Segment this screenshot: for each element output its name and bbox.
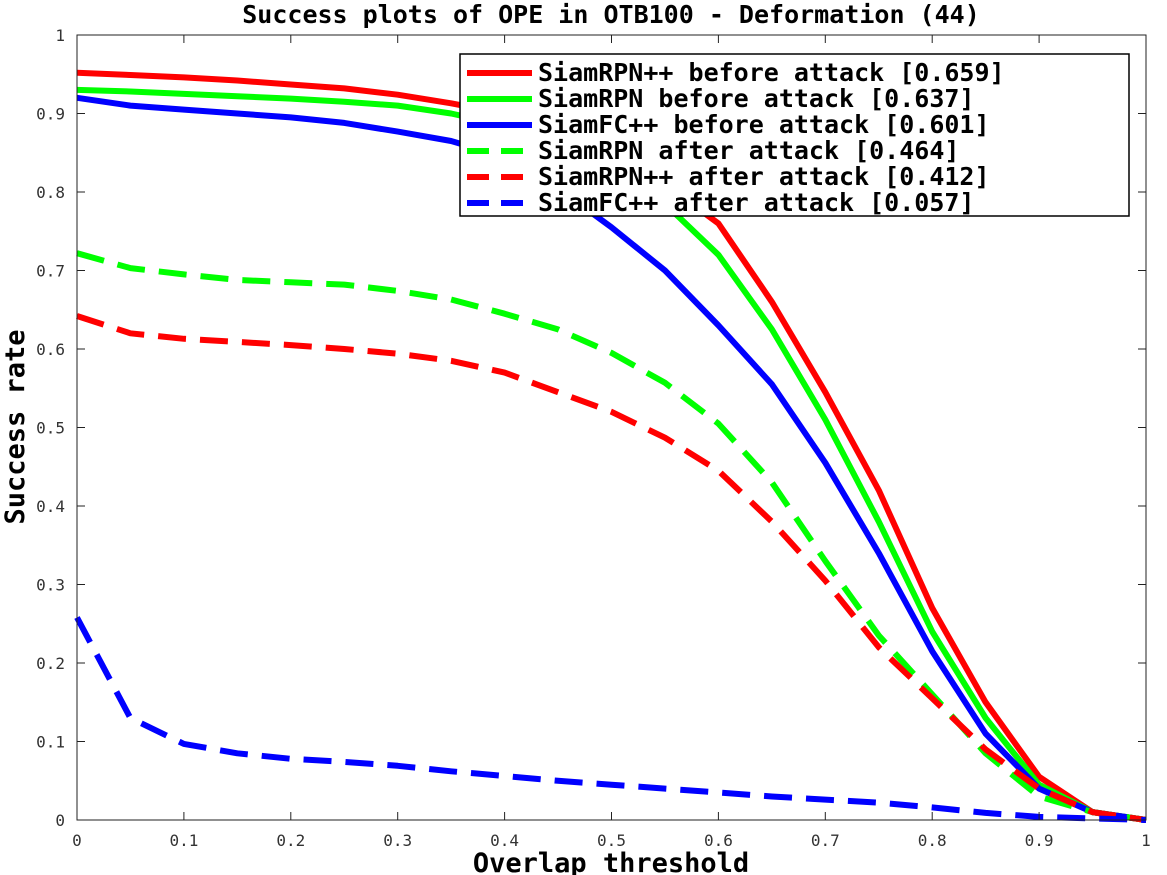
tick-layer: 0 0.1 0.2 0.3 0.4 0.5 0.6 0.7 0.8 0.9 1 0 0.1 0.2 0.3 0…: [36, 26, 1151, 850]
y-tick-label: 0.8: [36, 183, 65, 202]
x-tick-label: 0.7: [811, 831, 840, 850]
y-tick-label: 0.7: [36, 262, 65, 281]
series-line-5: [76, 313, 1147, 823]
x-tick-label: 0.6: [704, 831, 733, 850]
y-tick-label: 0.2: [36, 654, 65, 673]
y-tick-label: 1: [55, 26, 65, 45]
x-tick-label: 0: [72, 831, 82, 850]
x-tick-label: 0.8: [918, 831, 947, 850]
x-tick-label: 0.9: [1025, 831, 1054, 850]
y-tick-label: 0.4: [36, 497, 65, 516]
legend-items: SiamRPN++ before attack [0.659]SiamRPN b…: [467, 58, 1005, 217]
x-tick-label: 0.3: [383, 831, 412, 850]
legend-entry-label: SiamRPN++ after attack [0.412]: [538, 162, 990, 191]
y-tick-label: 0.5: [36, 419, 65, 438]
y-axis-label: Success rate: [0, 329, 31, 524]
y-tick-label: 0: [55, 811, 65, 830]
x-tick-label: 0.5: [597, 831, 626, 850]
x-tick-label: 1: [1141, 831, 1151, 850]
legend-entry-label: SiamFC++ after attack [0.057]: [538, 188, 975, 217]
series-line-3: [76, 94, 1147, 823]
y-tick-label: 0.3: [36, 576, 65, 595]
y-tick-label: 0.6: [36, 340, 65, 359]
legend-entry-label: SiamRPN before attack [0.637]: [538, 84, 975, 113]
legend-entry-label: SiamRPN++ before attack [0.659]: [538, 58, 1005, 87]
x-tick-label: 0.1: [169, 831, 198, 850]
series-line-6: [74, 616, 1147, 823]
legend-entry-label: SiamFC++ before attack [0.601]: [538, 110, 990, 139]
plot-frame: [76, 34, 1147, 821]
legend-entry-label: SiamRPN after attack [0.464]: [538, 136, 959, 165]
y-tick-label: 0.1: [36, 733, 65, 752]
x-tick-label: 0.4: [490, 831, 519, 850]
x-axis-label: Overlap threshold: [473, 848, 749, 875]
x-tick-label: 0.2: [276, 831, 305, 850]
legend-box: [459, 53, 1130, 217]
y-tick-label: 0.9: [36, 105, 65, 124]
legend: SiamRPN++ before attack [0.659]SiamRPN b…: [459, 53, 1130, 217]
chart-title: Success plots of OPE in OTB100 - Deforma…: [242, 0, 980, 29]
